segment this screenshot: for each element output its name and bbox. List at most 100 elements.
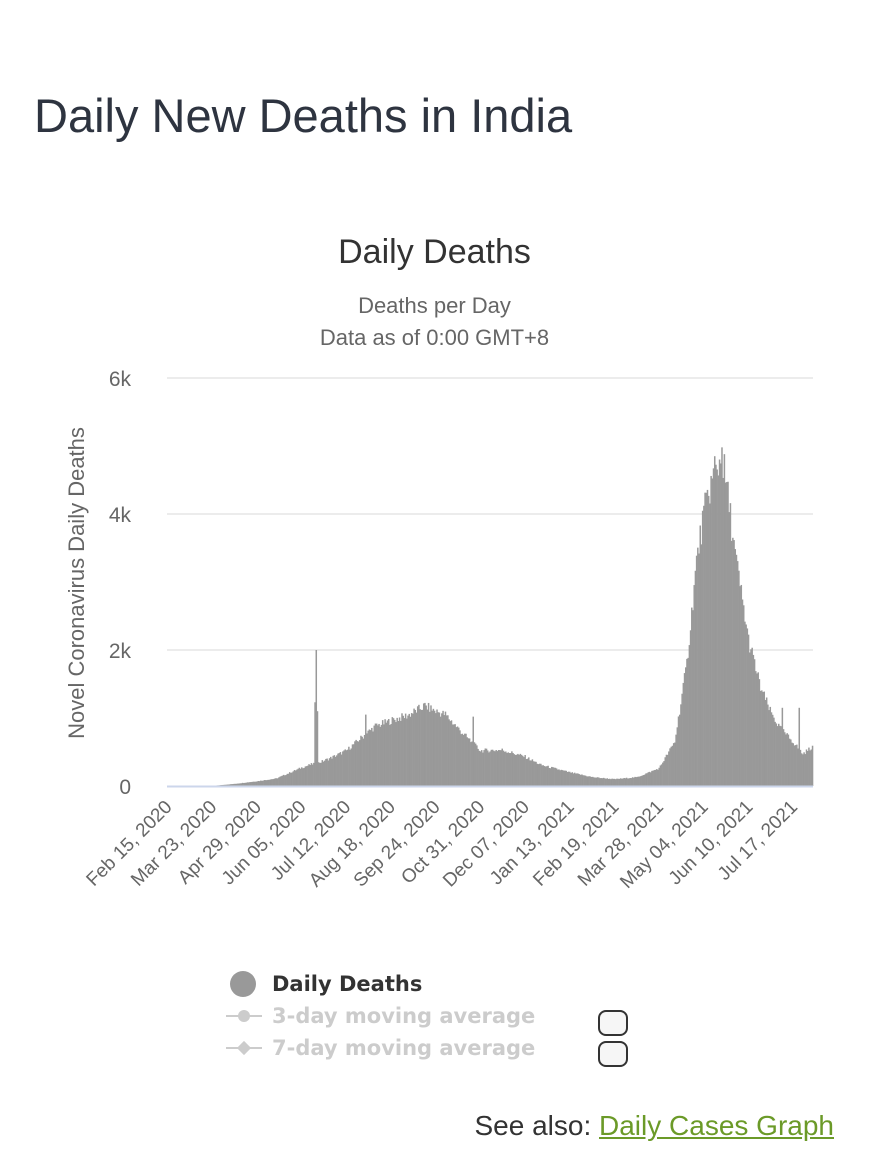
bar (621, 778, 623, 786)
legend-item-3-day-average[interactable]: 3-day moving average (226, 1000, 535, 1032)
bar (224, 784, 227, 786)
bar (268, 779, 270, 786)
bar (792, 743, 794, 786)
bar (330, 756, 332, 786)
bar (583, 775, 586, 786)
bar (326, 758, 328, 786)
bar (302, 768, 304, 786)
bar (643, 774, 646, 786)
bar (246, 782, 249, 786)
bar (400, 720, 402, 786)
bar (763, 691, 765, 786)
bar (523, 757, 525, 786)
bar (724, 482, 727, 786)
bar (478, 750, 481, 786)
bar (735, 554, 738, 786)
bar (779, 725, 781, 786)
bar (221, 784, 223, 786)
see-also: See also: Daily Cases Graph (474, 1110, 834, 1142)
bar (240, 783, 243, 786)
bar (697, 547, 699, 786)
bar (502, 750, 505, 786)
legend-item-7-day-average[interactable]: 7-day moving average (226, 1032, 535, 1064)
bar (718, 459, 721, 786)
bar (343, 750, 345, 786)
bar (482, 752, 484, 786)
bar (805, 749, 808, 786)
bar (266, 780, 268, 786)
bar (790, 739, 792, 786)
checkbox-3-day-average[interactable] (598, 1010, 628, 1036)
bar (253, 781, 256, 786)
bar (611, 778, 613, 786)
bar (489, 751, 491, 786)
bar (740, 584, 743, 786)
bar (808, 747, 810, 786)
bar (575, 773, 577, 786)
bar (687, 657, 689, 786)
bar (610, 779, 612, 786)
bar (528, 757, 530, 786)
bar (572, 773, 575, 786)
bar (515, 754, 518, 786)
bar (454, 724, 456, 786)
bar (548, 768, 551, 786)
bar (652, 770, 654, 786)
bar (315, 650, 318, 786)
bar (466, 737, 468, 786)
bar (776, 726, 779, 786)
bar (493, 750, 495, 786)
bar (272, 779, 274, 786)
bar (678, 714, 681, 786)
y-axis-label: Novel Coronavirus Daily Deaths (64, 427, 89, 739)
bar (675, 734, 677, 786)
bar (414, 709, 417, 786)
bar (544, 766, 547, 786)
bar (319, 762, 321, 786)
bar (769, 706, 772, 786)
bar (734, 549, 737, 786)
bar (647, 772, 650, 786)
bar (380, 724, 383, 786)
bar (259, 780, 262, 786)
line-circle-marker-icon (226, 1006, 262, 1026)
bar (579, 774, 582, 786)
bar (654, 769, 657, 786)
bar (366, 733, 368, 786)
bar (715, 464, 717, 786)
bar (474, 743, 477, 786)
bar (327, 760, 330, 786)
bar (500, 750, 502, 786)
bar (799, 749, 802, 786)
bar (285, 774, 287, 786)
bar (554, 767, 557, 786)
bar (629, 778, 631, 786)
bar (247, 782, 250, 786)
bar (784, 732, 786, 786)
bar (512, 753, 514, 786)
bar (381, 720, 384, 786)
daily-cases-graph-link[interactable]: Daily Cases Graph (599, 1110, 834, 1141)
bar (355, 739, 357, 786)
bar (294, 770, 297, 786)
bar (614, 779, 617, 786)
bar (456, 726, 459, 786)
bar (358, 740, 361, 786)
bar (793, 745, 796, 786)
bar (348, 746, 350, 786)
bar (800, 753, 803, 786)
bar (540, 763, 542, 786)
bar (617, 778, 619, 786)
bar (458, 727, 460, 786)
bar (721, 447, 723, 786)
bar (717, 475, 720, 786)
legend-label: 3-day moving average (272, 1004, 536, 1028)
bar (471, 741, 473, 786)
legend-item-daily-deaths[interactable]: Daily Deaths (226, 968, 535, 1000)
bar (787, 734, 790, 786)
bar (244, 782, 246, 786)
bar (420, 709, 423, 786)
bar (361, 736, 363, 786)
checkbox-7-day-average[interactable] (598, 1041, 628, 1067)
bar (677, 716, 680, 786)
